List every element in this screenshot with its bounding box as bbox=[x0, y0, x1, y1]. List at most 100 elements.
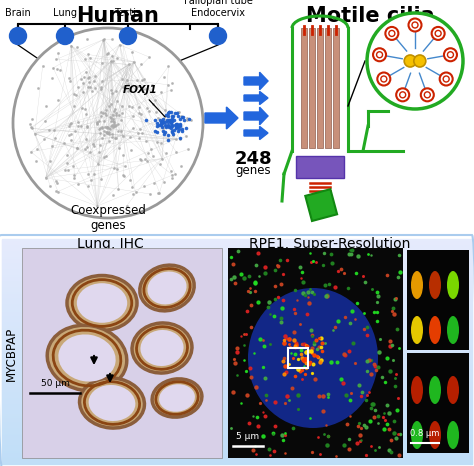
Point bbox=[243, 368, 250, 375]
Point bbox=[254, 249, 262, 257]
Point bbox=[102, 128, 109, 135]
Point bbox=[54, 188, 62, 195]
Point bbox=[112, 87, 119, 95]
Point bbox=[142, 116, 150, 124]
Point bbox=[177, 112, 185, 120]
Point bbox=[294, 356, 302, 363]
Point bbox=[54, 96, 62, 104]
Point bbox=[128, 146, 135, 154]
Point bbox=[41, 117, 49, 125]
Point bbox=[277, 318, 284, 325]
Point bbox=[317, 356, 325, 364]
Point bbox=[229, 389, 237, 396]
Point bbox=[123, 76, 131, 84]
Point bbox=[109, 191, 117, 199]
Point bbox=[109, 115, 117, 123]
Point bbox=[135, 134, 143, 141]
Point bbox=[125, 80, 132, 87]
Point bbox=[128, 48, 136, 55]
Point bbox=[173, 121, 181, 129]
Point bbox=[174, 109, 182, 116]
Point bbox=[393, 406, 401, 413]
Point bbox=[230, 273, 237, 280]
Point bbox=[383, 271, 391, 279]
Point bbox=[339, 380, 346, 387]
Point bbox=[247, 323, 255, 330]
Circle shape bbox=[381, 76, 387, 82]
Point bbox=[129, 125, 137, 132]
Point bbox=[153, 122, 161, 130]
Point bbox=[146, 54, 153, 61]
Point bbox=[66, 120, 73, 127]
Point bbox=[346, 396, 354, 404]
Point bbox=[118, 75, 126, 82]
Point bbox=[68, 130, 75, 138]
Point bbox=[160, 116, 167, 123]
Point bbox=[281, 332, 288, 340]
Point bbox=[374, 293, 382, 300]
Circle shape bbox=[444, 48, 457, 61]
Point bbox=[99, 124, 106, 131]
Point bbox=[140, 182, 147, 189]
Point bbox=[173, 123, 180, 130]
Point bbox=[299, 356, 307, 364]
Point bbox=[270, 447, 278, 454]
Point bbox=[259, 432, 266, 439]
Ellipse shape bbox=[248, 288, 378, 428]
Text: Testis: Testis bbox=[114, 8, 142, 18]
Point bbox=[367, 442, 375, 450]
Point bbox=[229, 260, 237, 268]
Point bbox=[311, 375, 319, 382]
Point bbox=[362, 452, 369, 459]
Point bbox=[66, 77, 74, 85]
Point bbox=[69, 163, 77, 170]
Point bbox=[154, 114, 162, 122]
Point bbox=[331, 283, 338, 291]
Point bbox=[102, 112, 110, 119]
Point bbox=[233, 344, 241, 352]
Point bbox=[107, 113, 114, 120]
Point bbox=[277, 280, 285, 287]
Point bbox=[183, 116, 191, 123]
Point bbox=[105, 130, 112, 137]
Point bbox=[161, 118, 169, 126]
Point bbox=[90, 77, 98, 84]
Point bbox=[146, 190, 154, 198]
Point bbox=[129, 112, 137, 119]
Ellipse shape bbox=[411, 271, 423, 299]
Point bbox=[318, 339, 326, 347]
Point bbox=[251, 442, 259, 449]
Point bbox=[110, 120, 118, 128]
FancyArrow shape bbox=[244, 107, 268, 125]
Circle shape bbox=[400, 92, 406, 98]
Point bbox=[113, 54, 120, 61]
Point bbox=[265, 298, 273, 305]
Point bbox=[262, 270, 269, 277]
Point bbox=[271, 266, 279, 274]
Point bbox=[175, 108, 182, 116]
Point bbox=[316, 450, 324, 458]
Point bbox=[281, 354, 288, 362]
Point bbox=[82, 135, 90, 143]
Point bbox=[50, 126, 58, 134]
Point bbox=[121, 163, 129, 170]
Point bbox=[172, 136, 179, 143]
Point bbox=[118, 38, 126, 45]
Point bbox=[379, 373, 386, 381]
Point bbox=[282, 432, 289, 439]
Point bbox=[178, 113, 186, 121]
Point bbox=[252, 261, 260, 268]
Point bbox=[278, 304, 286, 312]
Ellipse shape bbox=[411, 316, 423, 344]
Point bbox=[295, 365, 302, 373]
Point bbox=[373, 308, 381, 315]
Point bbox=[245, 287, 252, 295]
Point bbox=[302, 364, 310, 371]
Point bbox=[107, 87, 114, 94]
Point bbox=[105, 124, 112, 132]
Point bbox=[301, 355, 309, 363]
Point bbox=[396, 268, 404, 276]
Point bbox=[153, 119, 161, 127]
Point bbox=[163, 111, 170, 119]
Point bbox=[176, 135, 183, 143]
